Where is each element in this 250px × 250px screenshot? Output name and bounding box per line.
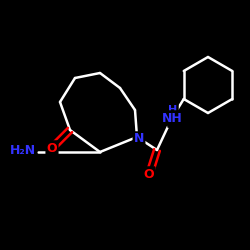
Text: NH: NH	[162, 112, 182, 124]
Text: O: O	[47, 142, 57, 154]
Text: H₂N: H₂N	[10, 144, 36, 158]
Text: N: N	[134, 132, 144, 145]
Text: O: O	[144, 168, 154, 180]
Text: H
N: H N	[168, 105, 177, 127]
